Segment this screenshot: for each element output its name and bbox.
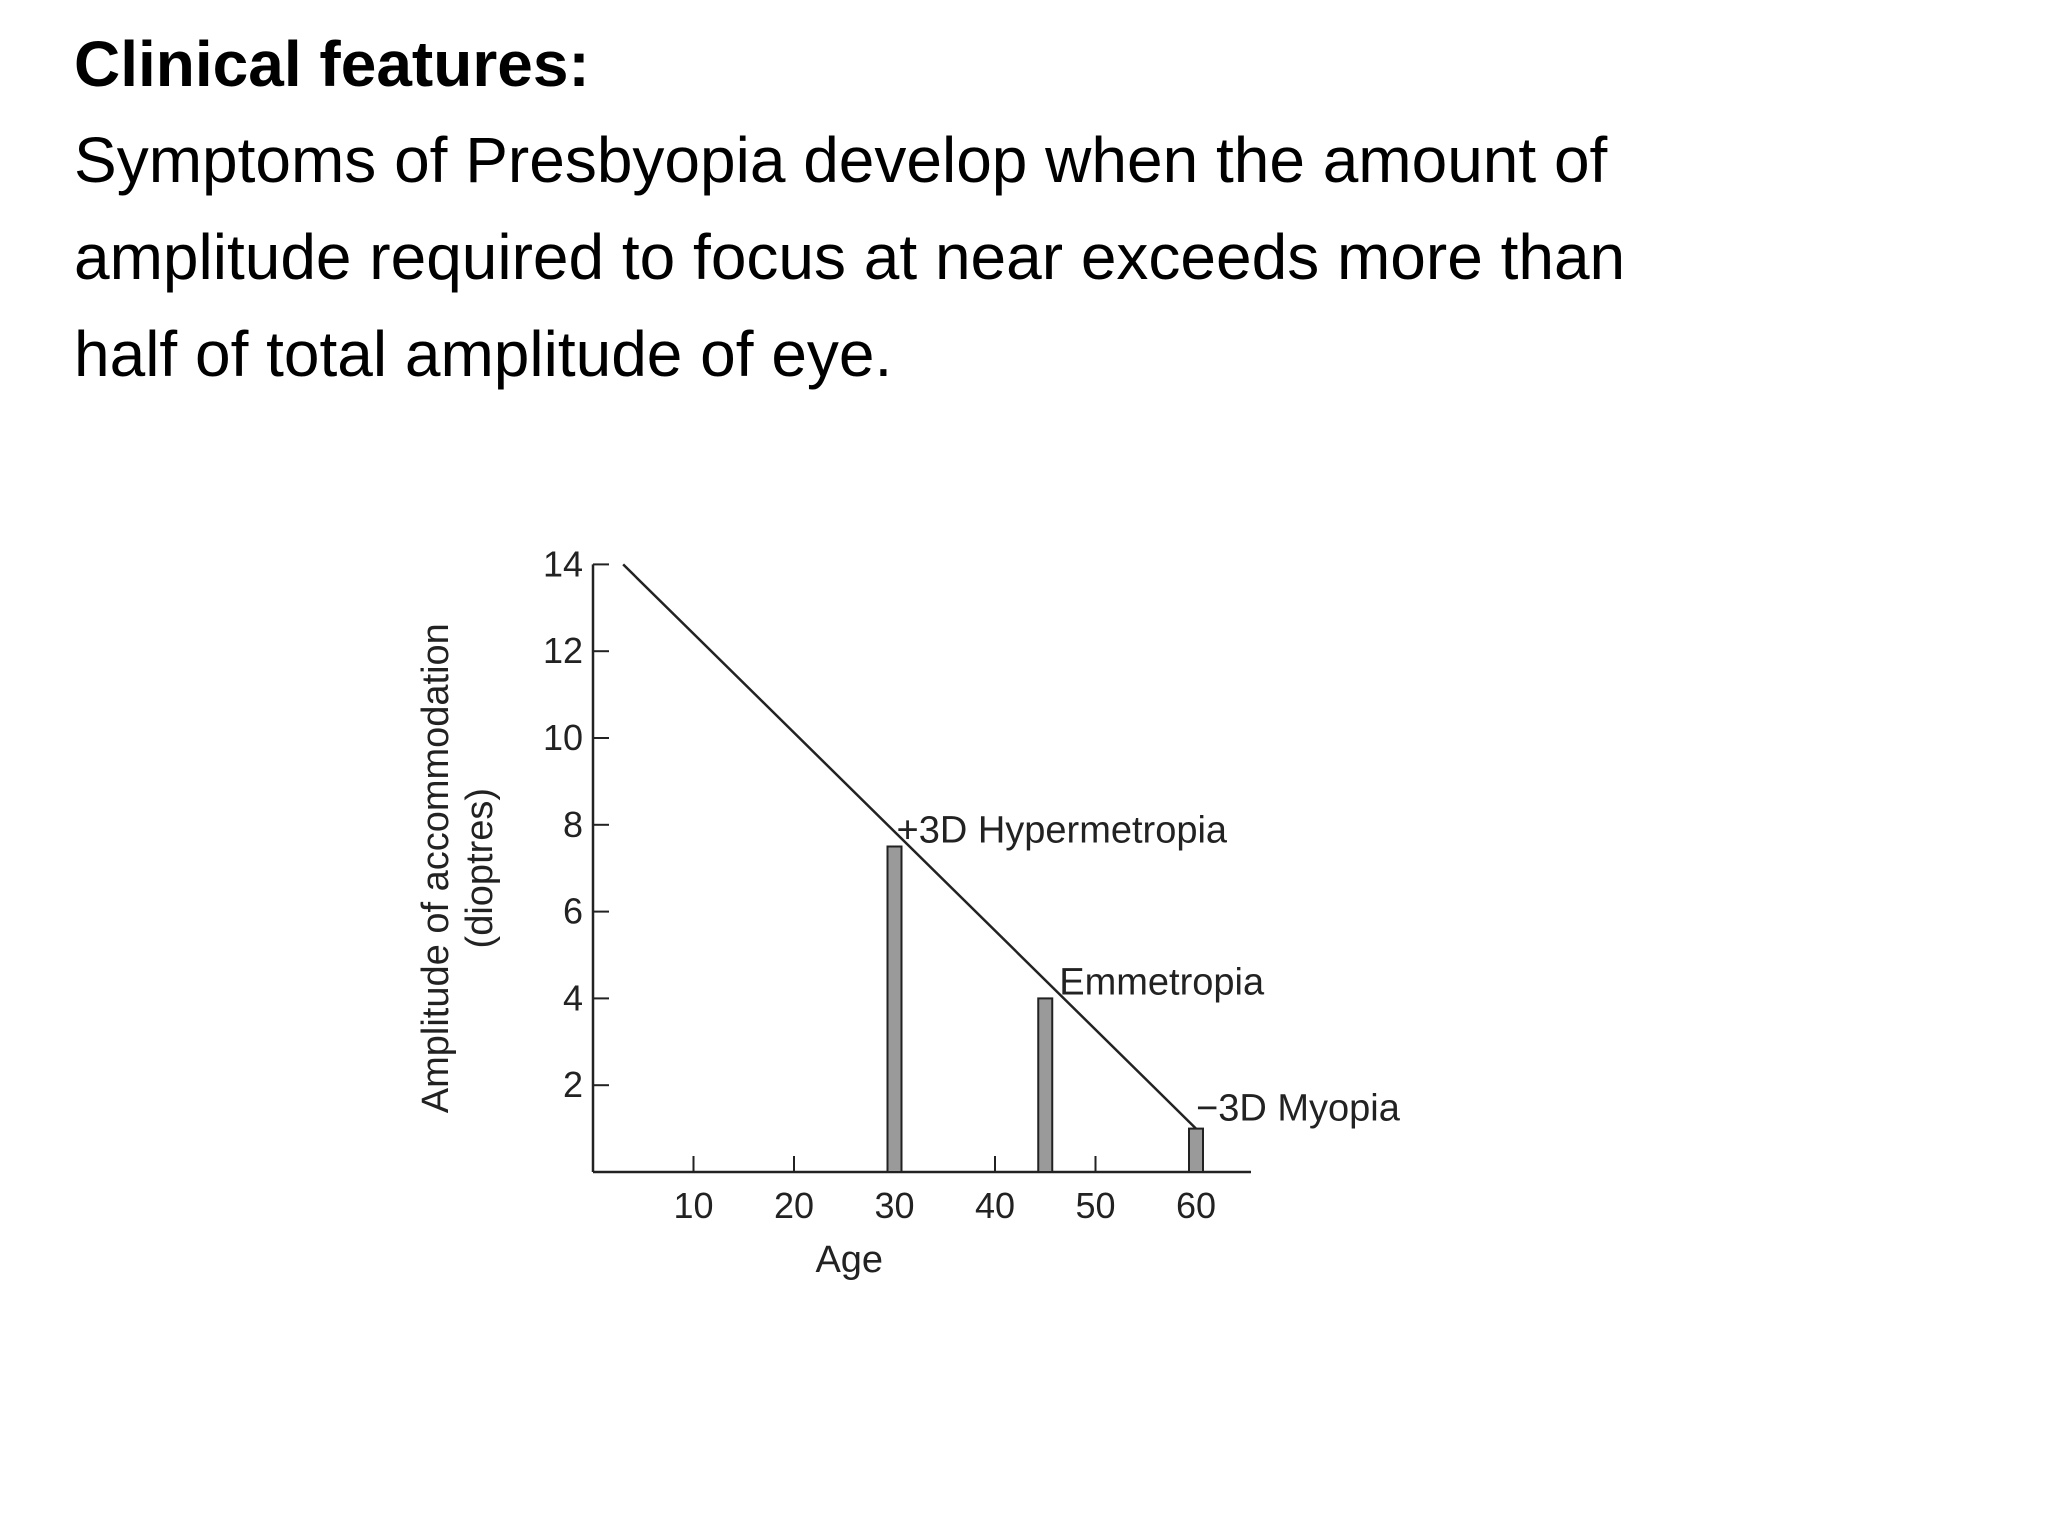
y-tick-label: 6 [563,891,583,932]
body-line: Symptoms of Presbyopia develop when the … [74,124,1608,196]
x-axis-title: Age [815,1239,883,1281]
bar [886,845,903,1173]
x-tick-label: 10 [673,1185,713,1226]
x-tick-label: 20 [774,1185,814,1226]
y-tick-label: 8 [563,804,583,845]
bar [1188,1127,1204,1173]
x-tick-label: 40 [975,1185,1015,1226]
y-tick-label: 10 [543,717,583,758]
chart-svg: Amplitude of accommodation (dioptres) Ag… [415,543,1401,1281]
x-tick-label: 30 [874,1185,914,1226]
body-line: half of total amplitude of eye. [74,318,893,390]
x-tick-label: 50 [1075,1185,1115,1226]
y-tick-label: 4 [563,977,583,1018]
slide-body-text: Symptoms of Presbyopia develop when the … [74,112,1974,403]
bar-annotation: −3D Myopia [1196,1088,1401,1130]
body-line: amplitude required to focus at near exce… [74,221,1626,293]
series-line [622,563,1197,1130]
bar [1037,997,1054,1173]
y-axis-title: Amplitude of accommodation [415,623,457,1113]
bar-annotation: +3D Hypermetropia [897,810,1228,852]
y-axis-title-group: Amplitude of accommodation (dioptres) [415,623,501,1113]
bar-annotation: Emmetropia [1059,961,1265,1003]
accommodation-age-chart: Amplitude of accommodation (dioptres) Ag… [400,500,1660,1300]
y-axis-unit: (dioptres) [459,788,501,949]
y-tick-label: 12 [543,630,583,671]
x-tick-label: 60 [1176,1185,1216,1226]
plot-area: 2 4 6 8 10 12 14 10 20 30 40 50 60 +3D Hypermetropia E… [543,543,1401,1226]
y-tick-label: 14 [543,543,583,584]
slide-heading: Clinical features: [74,28,590,100]
y-tick-label: 2 [563,1064,583,1105]
